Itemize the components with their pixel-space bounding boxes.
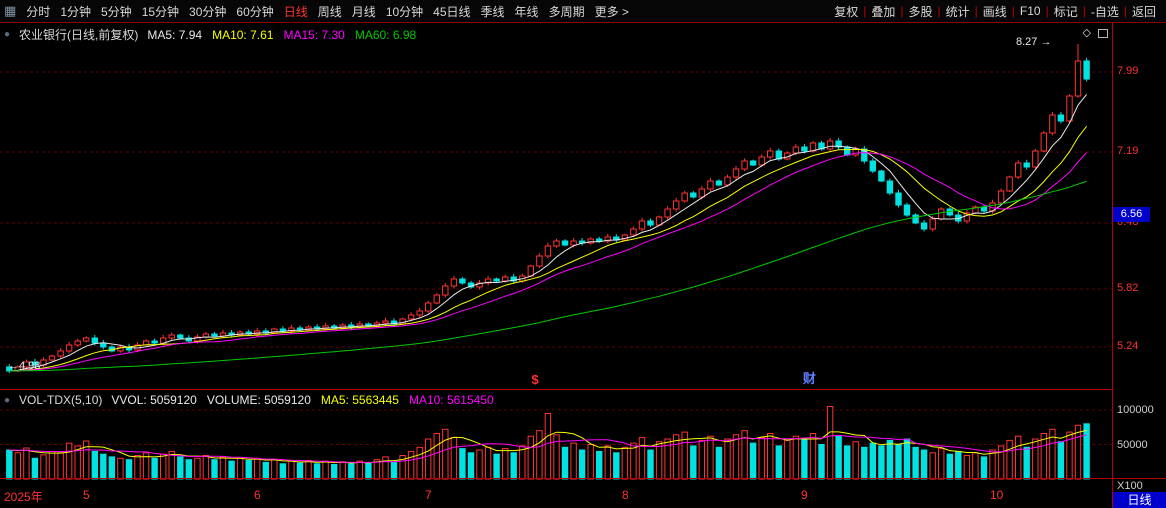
chart-shortcuts: $ 财 — [0, 23, 1112, 389]
toolbar-separator: | — [1011, 4, 1015, 18]
toolbar-period-item[interactable]: 45日线 — [433, 4, 471, 19]
toolbar-separator: | — [974, 4, 978, 18]
toolbar-period-item[interactable]: 日线 — [283, 4, 308, 19]
candlestick-chart[interactable] — [0, 23, 1112, 389]
volume-chart[interactable] — [0, 390, 1112, 480]
time-axis: 2025年 5 6 7 8 9 10 X100 日线 — [0, 478, 1166, 508]
volume-unit-label: X100 — [1117, 480, 1143, 492]
volume-panel: ● VOL-TDX(5,10) VVOL: 5059120 VOLUME: 505… — [0, 389, 1112, 480]
volume-collapse-toggle-icon[interactable]: ● — [4, 394, 11, 406]
app-grid-icon[interactable]: ▦ — [4, 3, 17, 18]
toolbar-left-items: 分时 1分钟 5分钟 15分钟 30分钟 60分钟 日线 周线 月线 10分钟 45日线 季线 年线 多周… — [21, 3, 634, 20]
year-label: 2025年 — [4, 490, 43, 504]
toolbar-separator: | — [1045, 4, 1049, 18]
month-label: 7 — [425, 488, 432, 502]
price-tick-label: 7.19 — [1117, 145, 1139, 157]
toolbar-action-item[interactable]: 叠加 — [871, 4, 896, 19]
toolbar-action-item[interactable]: -自选 — [1090, 4, 1119, 19]
toolbar-period-item[interactable]: 30分钟 — [189, 4, 227, 19]
toolbar-separator: | — [863, 4, 867, 18]
toolbar-action-item[interactable]: 标记 — [1053, 4, 1078, 19]
main-chart-panel: ● 农业银行(日线,前复权) MA5: 7.94 MA10: 7.61 MA15: … — [0, 23, 1112, 389]
toolbar-action-item[interactable]: 复权 — [834, 4, 859, 19]
toolbar-period-item[interactable]: 更多 > — [594, 4, 629, 19]
moneyflow-shortcut[interactable]: $ — [531, 372, 539, 387]
toolbar-separator: | — [937, 4, 941, 18]
price-tick-label: 5.24 — [1117, 340, 1139, 352]
toolbar-period-item[interactable]: 分时 — [26, 4, 51, 19]
toolbar-action-item[interactable]: F10 — [1019, 4, 1041, 18]
toolbar-action-item[interactable]: 统计 — [945, 4, 970, 19]
popout-window-icon[interactable] — [1098, 28, 1108, 38]
corner-icons: ◇ — [1082, 27, 1108, 39]
finance-shortcut[interactable]: 财 — [802, 371, 816, 386]
toolbar-action-item[interactable]: 画线 — [982, 4, 1007, 19]
toolbar-period-item[interactable]: 5分钟 — [101, 4, 132, 19]
axis-divider-line — [1112, 22, 1113, 508]
collapse-toggle-icon[interactable]: ● — [4, 29, 11, 40]
toolbar-separator: | — [900, 4, 904, 18]
toolbar-period-item[interactable]: 月线 — [351, 4, 376, 19]
price-tick-label: 7.99 — [1117, 65, 1139, 77]
volume-tick-label: 100000 — [1117, 404, 1154, 416]
month-label: 9 — [801, 488, 808, 502]
volume-tick-label: 50000 — [1117, 439, 1148, 451]
price-axis: 7.99 7.19 6.48 5.82 5.24 6.56 100000 50000 — [1113, 23, 1166, 479]
top-toolbar: ▦ 分时 1分钟 5分钟 15分钟 30分钟 60分钟 日线 周线 月线 10分钟 45日线 季线 年线… — [0, 0, 1166, 22]
toolbar-action-item[interactable]: 多股 — [908, 4, 933, 19]
toolbar-period-item[interactable]: 季线 — [480, 4, 505, 19]
toolbar-separator: | — [1123, 4, 1127, 18]
price-tick-label: 5.82 — [1117, 282, 1139, 294]
toolbar-period-item[interactable]: 60分钟 — [236, 4, 274, 19]
price-marker: 6.56 — [1113, 207, 1150, 222]
toolbar-separator: | — [1082, 4, 1086, 18]
toolbar-period-item[interactable]: 10分钟 — [385, 4, 424, 19]
diamond-marker-icon[interactable]: ◇ — [1082, 27, 1091, 39]
month-label: 5 — [83, 488, 90, 502]
chart-region: ● 农业银行(日线,前复权) MA5: 7.94 MA10: 7.61 MA15: … — [0, 22, 1166, 480]
toolbar-action-item[interactable]: 返回 — [1131, 4, 1156, 19]
toolbar-period-item[interactable]: 年线 — [514, 4, 539, 19]
toolbar-period-item[interactable]: 1分钟 — [60, 4, 91, 19]
month-label: 6 — [254, 488, 261, 502]
toolbar-period-item[interactable]: 15分钟 — [141, 4, 180, 19]
period-indicator[interactable]: 日线 — [1113, 492, 1166, 508]
month-label: 10 — [990, 488, 1004, 502]
toolbar-right-items: 复权 | 叠加 | 多股 | 统计 | 画线 | F10 | 标记 | -自选 | 返回 — [830, 3, 1166, 20]
toolbar-period-item[interactable]: 多周期 — [548, 4, 585, 19]
month-label: 8 — [622, 488, 629, 502]
toolbar-period-item[interactable]: 周线 — [317, 4, 342, 19]
